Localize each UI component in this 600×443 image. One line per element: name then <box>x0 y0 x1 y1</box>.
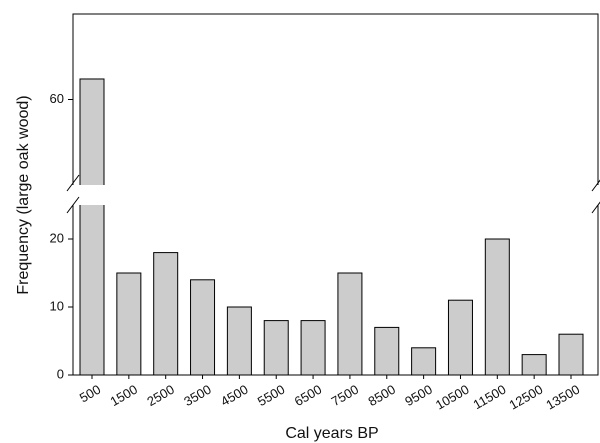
bar <box>116 272 142 376</box>
x-tick-label: 7500 <box>329 382 362 409</box>
y-tick-label: 10 <box>50 298 64 313</box>
bar <box>521 354 547 376</box>
bar <box>263 320 289 376</box>
x-tick-label: 11500 <box>471 382 509 413</box>
x-tick-label: 5500 <box>255 382 288 409</box>
axis-break-mark <box>591 179 600 192</box>
x-axis-title: Cal years BP <box>285 425 378 442</box>
bar <box>411 347 437 376</box>
bar <box>190 279 216 376</box>
bar <box>153 252 179 376</box>
axis-break-gap <box>65 185 600 205</box>
x-tick-label: 9500 <box>402 382 435 409</box>
x-tick-label: 12500 <box>507 382 546 413</box>
x-tick-label: 1500 <box>108 382 141 409</box>
x-tick-label: 10500 <box>433 382 472 413</box>
x-tick-label: 4500 <box>218 382 251 409</box>
x-tick-label: 2500 <box>144 382 177 409</box>
x-tick-label: 8500 <box>365 382 398 409</box>
x-tick-label: 3500 <box>181 382 214 409</box>
y-tick-label: 60 <box>50 91 64 106</box>
axis-break-mark <box>66 174 80 192</box>
bar <box>337 272 363 376</box>
x-tick-label: 6500 <box>292 382 325 409</box>
axis-break-mark <box>591 201 600 214</box>
y-tick-label: 20 <box>50 230 64 245</box>
x-tick-label: 500 <box>77 382 103 406</box>
y-axis-title: Frequency (large oak wood) <box>15 95 32 294</box>
bar <box>558 333 584 376</box>
bar <box>79 78 105 376</box>
y-tick-label: 0 <box>57 366 64 381</box>
axis-break-mark <box>66 196 80 214</box>
bar <box>226 306 252 376</box>
bar <box>484 238 510 376</box>
x-tick-label: 13500 <box>543 382 582 413</box>
bar <box>447 299 473 376</box>
bar <box>374 326 400 376</box>
bar <box>300 320 326 376</box>
